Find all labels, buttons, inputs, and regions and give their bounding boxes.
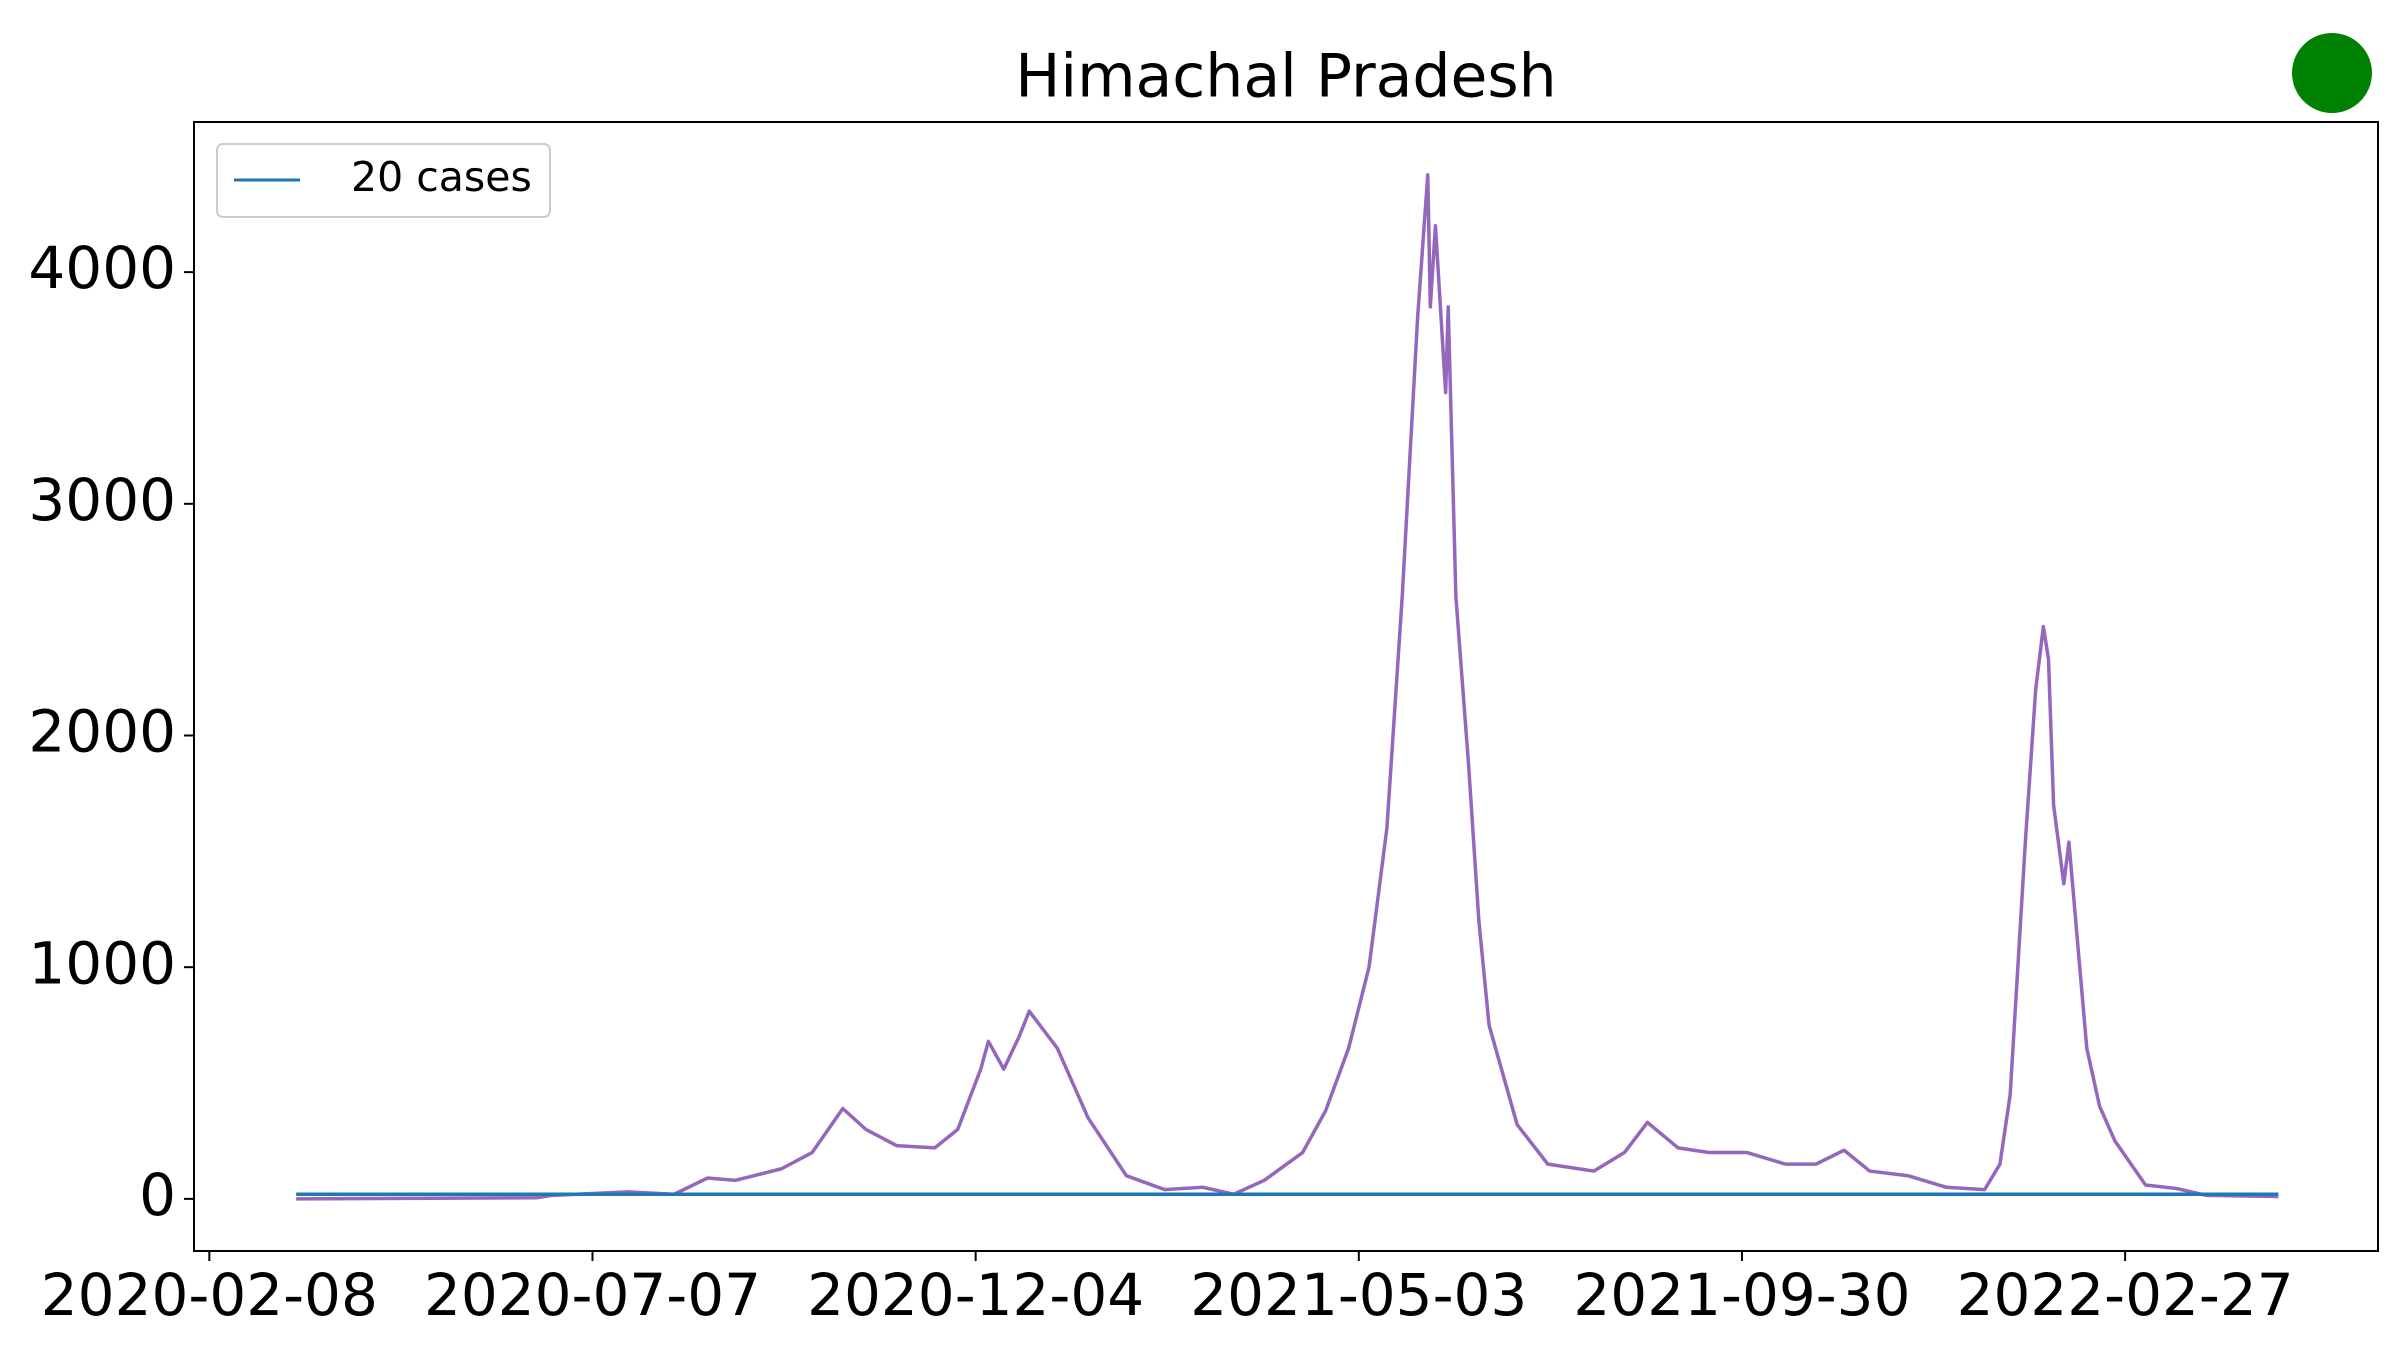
y-tick-label: 3000 — [28, 466, 176, 534]
legend-box — [216, 143, 551, 218]
status-indicator — [2292, 33, 2372, 113]
x-tick-label: 2020-07-07 — [424, 1261, 761, 1329]
chart-title: Himachal Pradesh — [1015, 42, 1556, 112]
x-tick-label: 2021-09-30 — [1573, 1261, 1910, 1329]
x-tick-label: 2021-05-03 — [1190, 1261, 1527, 1329]
x-tick-label: 2020-12-04 — [807, 1261, 1144, 1329]
series-line — [296, 173, 2279, 1201]
y-tick-label: 1000 — [28, 929, 176, 997]
y-tick-label: 4000 — [28, 234, 176, 302]
axes-frame — [193, 121, 2379, 1252]
legend-label: 20 cases — [351, 153, 532, 201]
x-tick-label: 2022-02-27 — [1957, 1261, 2294, 1329]
x-tick-label: 2020-02-08 — [41, 1261, 378, 1329]
y-tick-label: 2000 — [28, 698, 176, 766]
y-tick-label: 0 — [139, 1161, 176, 1229]
